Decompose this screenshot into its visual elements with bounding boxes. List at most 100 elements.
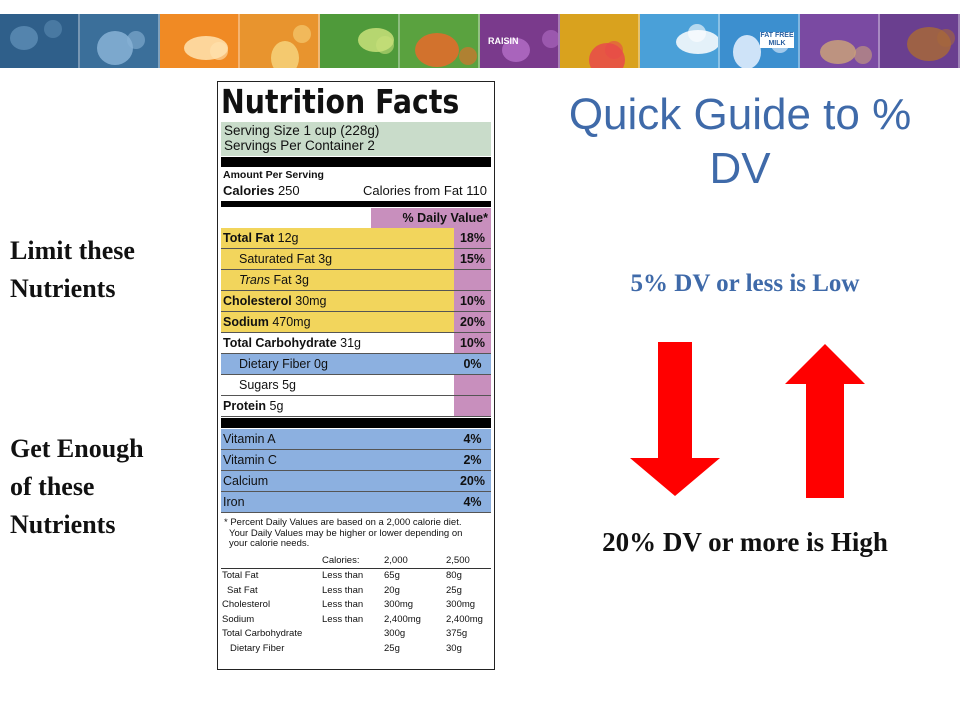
- banner-food-shape: [733, 35, 761, 68]
- banner-tile: [800, 14, 880, 68]
- vitamin-name: Vitamin A: [223, 432, 276, 446]
- daily-value-table-row: Total Carbohydrate 300g 375g: [221, 627, 491, 642]
- high-dv-text: 20% DV or more is High: [602, 527, 888, 557]
- guide-title: Quick Guide to % DV: [568, 90, 912, 193]
- nutrient-daily-value: 10%: [454, 291, 491, 311]
- banner-tile: [560, 14, 640, 68]
- banner-food-shape: [688, 24, 706, 42]
- vitamin-daily-value: 4%: [454, 429, 491, 449]
- vitamin-name: Vitamin C: [223, 453, 277, 467]
- banner-tile: [320, 14, 400, 68]
- divider-medium: [221, 201, 491, 207]
- daily-value-table-cell: Less than: [322, 613, 364, 625]
- daily-value-table-cell: Sodium: [222, 613, 255, 625]
- food-banner: RAISIN FAT FREE MILK: [0, 14, 960, 68]
- nutrient-name: Sodium: [223, 315, 269, 329]
- daily-value-table-cell: Total Carbohydrate: [222, 628, 303, 640]
- vitamin-daily-value: 4%: [454, 492, 491, 512]
- enough-line: Nutrients: [10, 510, 116, 539]
- nutrient-amount: 3g: [314, 252, 333, 266]
- daily-value-table-cell: Less than: [322, 570, 364, 582]
- calories-row: Calories 250 Calories from Fat 110: [221, 182, 491, 200]
- nutrient-row: Trans Fat 3g: [221, 270, 491, 291]
- milk-carton-label: FAT FREE MILK: [760, 32, 794, 48]
- calories-value: 250: [277, 183, 300, 198]
- nutrient-row: Cholesterol 30mg 10%: [221, 291, 491, 312]
- daily-value-table-cell: Less than: [322, 599, 364, 611]
- banner-food-shape: [820, 40, 856, 64]
- daily-value-table-cell: [321, 627, 383, 642]
- label-title: Nutrition Facts: [221, 82, 460, 121]
- down-arrow-icon: [630, 342, 720, 496]
- vitamin-name: Calcium: [223, 474, 269, 488]
- daily-value-table-cell: Less than: [322, 584, 364, 596]
- banner-food-shape: [459, 47, 477, 65]
- banner-food-shape: [502, 38, 530, 62]
- banner-tile: [640, 14, 720, 68]
- nutrient-name: Cholesterol: [223, 294, 292, 308]
- nutrient-daily-value: [454, 270, 491, 290]
- footnote-line: your calorie needs.: [229, 538, 310, 549]
- banner-tile: [240, 14, 320, 68]
- nutrient-daily-value: 18%: [454, 228, 491, 248]
- nutrient-row: Total Fat 12g 18%: [221, 228, 491, 249]
- daily-value-header: % Daily Value*: [221, 208, 491, 228]
- arrows-graphic: [630, 342, 865, 498]
- daily-value-table-cell: 300mg: [384, 599, 414, 611]
- amount-per-serving: Amount Per Serving: [223, 169, 324, 181]
- banner-tile: RAISIN: [480, 14, 560, 68]
- daily-value-table-cell: Dietary Fiber: [230, 643, 285, 655]
- limit-line: Limit these: [10, 236, 135, 265]
- calories-from-fat: Calories from Fat 110: [362, 183, 487, 198]
- get-enough-nutrients-label: Get Enough of these Nutrients: [10, 430, 210, 544]
- vitamin-row: Vitamin A 4%: [221, 429, 491, 450]
- vitamin-row: Vitamin C 2%: [221, 450, 491, 471]
- banner-tile: [880, 14, 960, 68]
- nutrient-daily-value: [454, 396, 491, 416]
- nutrient-daily-value: 10%: [454, 333, 491, 353]
- vitamin-row: Iron 4%: [221, 492, 491, 513]
- banner-food-shape: [605, 41, 623, 59]
- daily-value-table-cell: 25g: [446, 584, 462, 596]
- daily-value-table-row: Cholesterol Less than 300mg 300mg: [221, 598, 491, 613]
- banner-food-shape: [10, 26, 38, 50]
- nutrition-facts-label: Nutrition Facts Serving Size 1 cup (228g…: [217, 81, 495, 670]
- nutrient-amount: 30mg: [291, 294, 327, 308]
- daily-value-table-cell: 375g: [446, 628, 468, 640]
- nutrient-daily-value: 0%: [454, 354, 491, 374]
- footnote: * Percent Daily Values are based on a 2,…: [221, 513, 491, 554]
- banner-tile: [0, 14, 80, 68]
- vitamin-row: Calcium 20%: [221, 471, 491, 492]
- nutrient-name: Protein: [223, 399, 267, 413]
- nutrient-amount: 5g: [266, 399, 284, 413]
- enough-line: Get Enough: [10, 434, 144, 463]
- daily-value-table-cell: [221, 553, 321, 570]
- banner-tile: [160, 14, 240, 68]
- nutrient-name: Total Fat: [223, 231, 275, 245]
- vitamin-rows: Vitamin A 4% Vitamin C 2% Calcium 20% Iron 4%: [221, 429, 491, 513]
- banner-food-shape: [210, 42, 228, 60]
- banner-food-shape: [415, 33, 459, 67]
- daily-value-table: Calories: 2,000 2,500 Total Fat Less than 65g…: [221, 553, 491, 657]
- footnote-line: Your Daily Values may be higher or lower…: [229, 527, 463, 539]
- serving-info: Serving Size 1 cup (228g) Servings Per C…: [221, 122, 491, 156]
- nutrient-amount: 5g: [278, 378, 296, 392]
- banner-food-shape: [854, 46, 872, 64]
- daily-value-table-row: Dietary Fiber 25g 30g: [221, 642, 491, 657]
- nutrient-name: Total Carbohydrate: [223, 336, 337, 350]
- enough-line: of these: [10, 472, 95, 501]
- calories-label: Calories: [223, 183, 275, 198]
- banner-food-shape: [937, 29, 955, 47]
- vitamin-name: Iron: [223, 495, 245, 509]
- nutrient-amount: 0g: [310, 357, 328, 371]
- divider-thick-vitamins: [221, 418, 491, 428]
- banner-tile: FAT FREE MILK: [720, 14, 800, 68]
- nutrient-daily-value: [454, 375, 491, 395]
- nutrient-row: Saturated Fat 3g 15%: [221, 249, 491, 270]
- nutrient-amount: 470mg: [268, 315, 311, 329]
- daily-value-table-cell: 300g: [384, 628, 406, 640]
- daily-value-table-cell: 80g: [446, 570, 462, 582]
- nutrient-daily-value: 20%: [454, 312, 491, 332]
- nutrient-name: Sugars: [239, 378, 279, 392]
- daily-value-table-cell: Total Fat: [222, 570, 259, 582]
